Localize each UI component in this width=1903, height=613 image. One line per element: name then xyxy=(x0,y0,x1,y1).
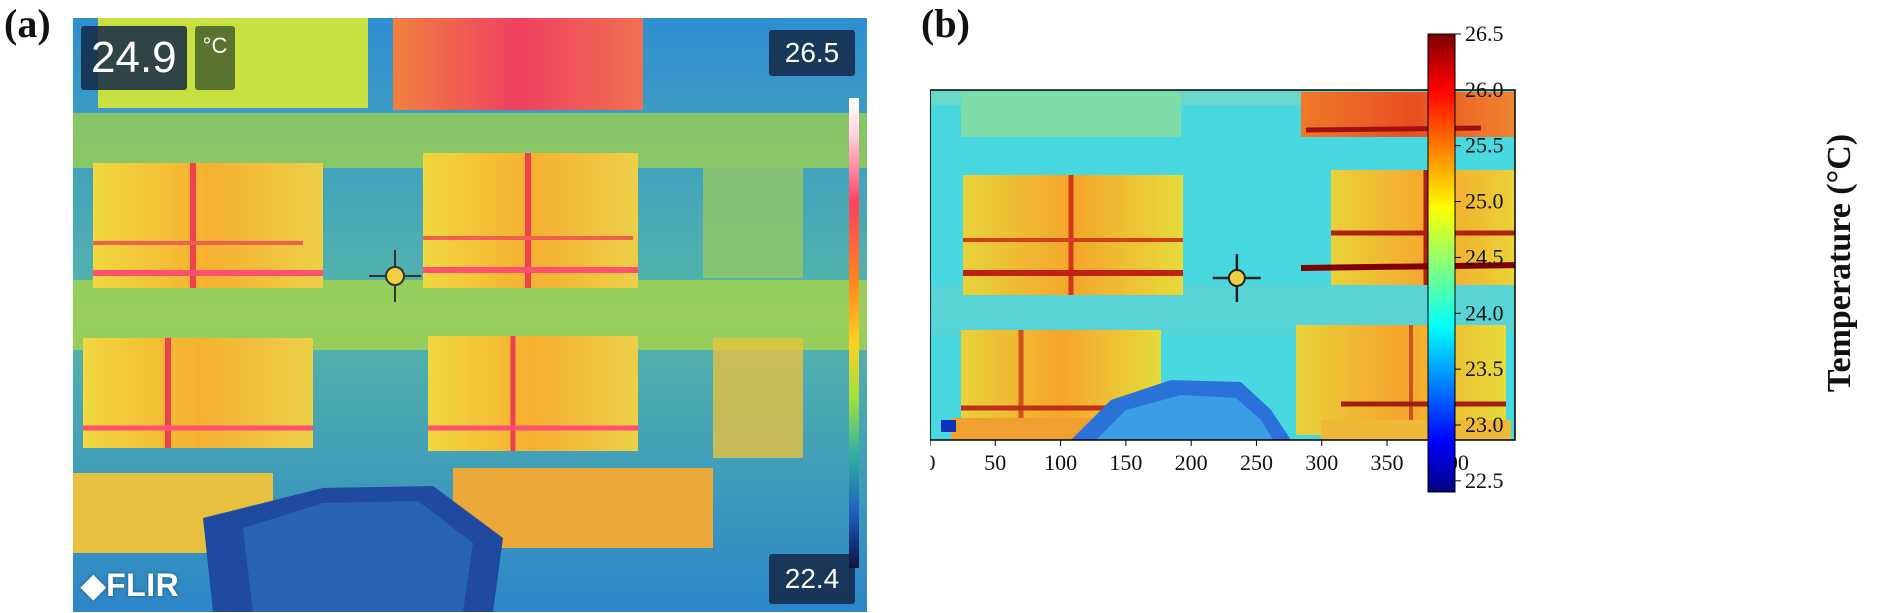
colorbar-tick-label: 22.5 xyxy=(1465,468,1504,493)
scale-min-readout: 22.4 xyxy=(769,554,855,604)
colorbar-tick-label: 24.0 xyxy=(1465,300,1504,325)
flir-thermal-image: 24.9 °C 26.5 22.4 ◆FLIR xyxy=(73,18,867,612)
colorbar-tick-label: 24.5 xyxy=(1465,244,1504,269)
flir-spot-crosshair-icon xyxy=(369,250,421,302)
colorbar-tick-label: 23.0 xyxy=(1465,412,1504,437)
heatmap-plot: 050100150200250300350400 050100150200250… xyxy=(930,21,1858,493)
panel-b-label: (b) xyxy=(921,1,970,46)
plot-spot-crosshair-icon xyxy=(1212,253,1261,302)
flir-thermal-scene xyxy=(73,18,867,612)
x-tick-label: 100 xyxy=(1044,450,1077,475)
flir-color-scale xyxy=(849,98,859,568)
colorbar xyxy=(1427,33,1456,493)
colorbar-tick-label: 25.5 xyxy=(1465,133,1504,158)
colorbar-tick-label: 26.5 xyxy=(1465,21,1504,46)
colorbar-tick-label: 23.5 xyxy=(1465,356,1504,381)
heatmap-image xyxy=(930,90,1515,440)
x-tick-label: 50 xyxy=(984,450,1006,475)
temperature-unit: °C xyxy=(195,26,235,90)
x-tick-label: 200 xyxy=(1175,450,1208,475)
flir-logo: ◆FLIR xyxy=(81,566,179,604)
x-tick-label: 300 xyxy=(1305,450,1338,475)
x-tick-label: 150 xyxy=(1109,450,1142,475)
x-tick-label: 250 xyxy=(1240,450,1273,475)
x-tick-label: 0 xyxy=(930,450,936,475)
scale-max-readout: 26.5 xyxy=(769,30,855,76)
colorbar-label: Temperature (°C) xyxy=(1821,134,1858,392)
flir-diamond-icon: ◆ xyxy=(81,567,107,603)
panel-a-label: (a) xyxy=(4,1,51,46)
plot-frame xyxy=(930,89,1516,441)
flir-logo-text: FLIR xyxy=(106,567,180,603)
colorbar-tick-label: 26.0 xyxy=(1465,77,1504,102)
spot-temperature-readout: 24.9 xyxy=(81,26,187,90)
x-tick-label: 350 xyxy=(1371,450,1404,475)
colorbar-tick-label: 25.0 xyxy=(1465,189,1504,214)
